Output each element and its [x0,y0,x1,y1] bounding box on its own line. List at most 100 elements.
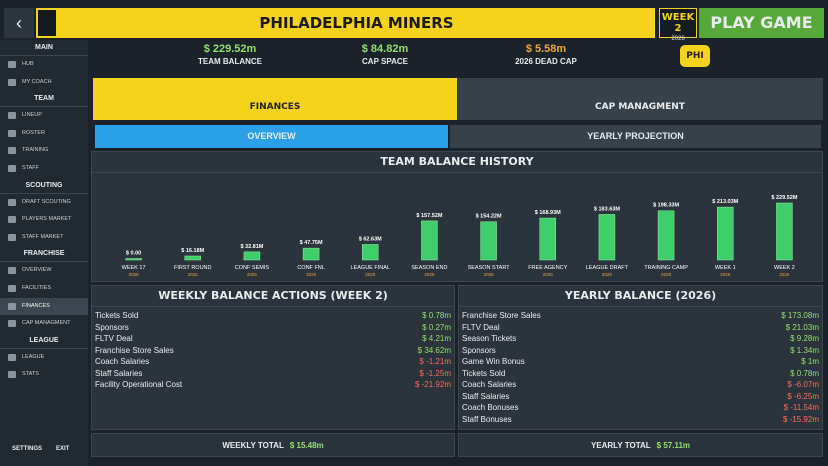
subtab[interactable]: YEARLY PROJECTION [450,125,821,148]
item-name: Staff Bonuses [462,414,512,424]
year-label: 2026 [720,272,731,277]
nav-item[interactable]: HUB [0,56,88,74]
bar-label: $ 62.63M [359,236,382,242]
stat-label: 2026 DEAD CAP [515,57,577,66]
back-button[interactable]: ‹ [4,8,34,38]
bar-label: $ 183.63M [594,206,620,212]
team-badge: PHI [680,45,710,67]
item-value: $ -6.25m [787,391,819,401]
bar [421,220,438,261]
tab[interactable]: CAP MANAGMENT [457,78,823,120]
item-name: Franchise Store Sales [462,311,541,320]
chart-panel: TEAM BALANCE HISTORY $ 0.00 WEEK 17 2025 $ … [91,151,823,282]
balance-row: FLTV Deal $ 21.03m [459,322,822,334]
item-value: $ 4.21m [422,334,451,343]
nav-item[interactable]: DRAFT SCOUTING [0,194,88,212]
item-value: $ 0.78m [790,368,819,378]
nav-item[interactable]: FACILITIES [0,280,88,298]
balance-row: Staff Bonuses $ -15.92m [459,414,822,426]
chart-title: TEAM BALANCE HISTORY [92,152,822,173]
bar [657,210,675,261]
nav-item[interactable]: FINANCES [0,297,88,316]
category-label: LEAGUE FINAL [351,265,390,271]
subtab[interactable]: OVERVIEW [95,125,448,148]
nav-item[interactable]: STAFF [0,160,88,178]
nav-item[interactable]: MY COACH [0,74,88,92]
nav-item[interactable]: CAP MANAGMENT [0,315,88,333]
stat: $ 84.82m CAP SPACE [325,43,445,66]
stat-value: $ 84.82m [361,43,409,55]
year-label: 2025 [129,272,140,277]
bar [362,244,379,261]
nav-item[interactable]: TRAINING [0,142,88,160]
bar [598,214,616,261]
balance-row: Sponsors $ 0.27m [92,322,454,334]
item-name: Tickets Sold [95,311,139,320]
balance-row: Staff Salaries $ -6.25m [459,391,822,403]
bar [776,202,793,261]
stat: $ 229.52m TEAM BALANCE [170,43,290,66]
section-header: TEAM [0,91,88,108]
bar-label: $ 229.52M [771,195,797,201]
item-name: Coach Salaries [95,357,150,366]
balance-row: Tickets Sold $ 0.78m [459,368,822,380]
item-value: $ -21.92m [414,380,451,389]
bar-label: $ 198.33M [653,203,679,209]
balance-row: Coach Salaries $ -1.21m [92,356,454,368]
play-game-button[interactable]: PLAY GAME [699,8,824,38]
bar-label: $ 168.93M [535,210,561,216]
category-label: SEASON START [468,265,511,271]
year-label: 2025 [365,272,376,277]
bar [539,217,556,261]
nav-item[interactable]: PLAYERS MARKET [0,211,88,229]
nav-item[interactable]: STAFF MARKET [0,229,88,247]
year-label: 2025 [424,272,435,277]
year-label: 2026 [779,272,790,277]
category-label: FREE AGENCY [528,265,567,271]
bar [480,221,497,261]
item-name: Tickets Sold [462,368,506,378]
item-value: $ 1.34m [790,345,819,355]
category-label: WEEK 2 [774,265,795,271]
tab[interactable]: FINANCES [93,78,457,120]
bar [184,255,201,261]
week: WEEK 2 [661,12,695,34]
bar-label: $ 47.75M [300,240,323,246]
item-value: $ 1m [801,357,819,366]
item-name: FLTV Deal [95,334,133,343]
team-logo [36,8,58,38]
year-label: 2025 [306,272,317,277]
nav-item[interactable]: STATS [0,366,88,384]
balance-row: FLTV Deal $ 4.21m [92,333,454,345]
item-name: Coach Bonuses [462,403,519,412]
item-name: Game Win Bonus [462,357,525,366]
balance-row: Sponsors $ 1.34m [459,345,822,357]
balance-row: Franchise Store Sales $ 34.62m [92,345,454,357]
balance-row: Facility Operational Cost $ -21.92m [92,379,454,391]
year-label: 2025 [247,272,258,277]
item-name: Sponsors [95,322,129,332]
stat-value: $ 229.52m [203,43,257,55]
nav-item[interactable]: OVERVIEW [0,262,88,280]
item-value: $ -6.07m [787,380,819,389]
balance-row: Game Win Bonus $ 1m [459,356,822,368]
bar-label: $ 213.03M [712,199,738,205]
nav-item[interactable]: ROSTER [0,125,88,143]
category-label: FIRST ROUND [174,265,212,271]
nav-item[interactable]: LEAGUE [0,349,88,367]
item-value: $ 34.62m [417,345,451,355]
category-label: WEEK 1 [715,265,736,271]
footer-button[interactable]: EXIT [56,446,70,452]
nav-item[interactable]: LINEUP [0,107,88,125]
bar-label: $ 157.52M [416,213,442,219]
item-name: FLTV Deal [462,322,500,332]
balance-row: Coach Salaries $ -6.07m [459,379,822,391]
year-label: 2025 [188,272,199,277]
footer-button[interactable]: SETTINGS [12,446,43,452]
yearly-total: YEARLY TOTAL $ 57.11m [458,433,823,457]
item-value: $ 173.08m [781,311,819,320]
balance-row: Tickets Sold $ 0.78m [92,310,454,322]
category-label: CONF SEMIS [235,265,270,271]
section-header: FRANCHISE [0,246,88,263]
